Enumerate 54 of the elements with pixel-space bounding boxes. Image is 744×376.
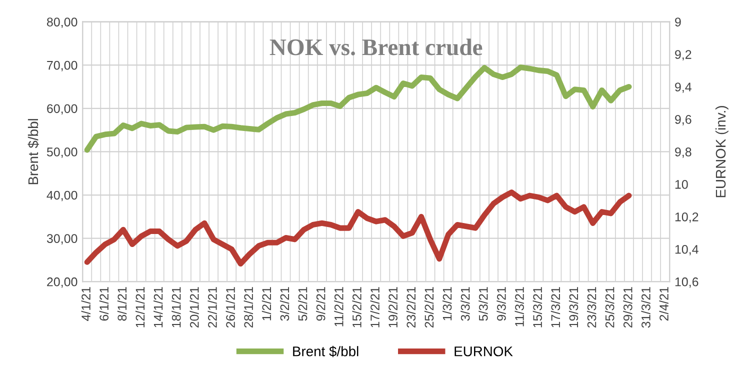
y2-tick-label: 9 (675, 18, 681, 26)
x-tick-label: 11/2/21 (334, 287, 344, 326)
y-tick-label: 80,00 (46, 18, 78, 28)
x-tick-label: 18/1/21 (172, 287, 181, 328)
x-tick-label: 9/3/21 (496, 287, 506, 321)
y-tick-label: 50,00 (46, 148, 78, 158)
x-tick-label: 5/2/21 (298, 287, 308, 321)
x-tick-label: 28/1/21 (244, 287, 254, 328)
x-tick-label: 17/3/21 (550, 287, 560, 328)
x-tick-label: 26/1/21 (226, 287, 235, 328)
x-tick-label: 6/1/21 (99, 287, 109, 321)
x-tick-label: 4/1/21 (81, 287, 90, 321)
y-axis-title: Brent $/bbl (28, 119, 39, 184)
x-tick-label: 9/2/21 (316, 287, 326, 321)
y-tick-label: 60,00 (47, 104, 78, 115)
y2-tick-label: 10,6 (675, 277, 698, 288)
y2-tick-label: 9,8 (675, 148, 692, 158)
x-tick-label: 1/2/21 (262, 287, 272, 320)
x-tick-label: 11/3/21 (514, 287, 524, 326)
y2-tick-label: 9,6 (675, 115, 692, 126)
x-tick-label: 25/2/21 (424, 287, 434, 328)
x-tick-label: 5/3/21 (478, 287, 488, 321)
x-tick-label: 23/3/21 (587, 287, 596, 328)
x-tick-label: 15/3/21 (532, 287, 542, 328)
x-tick-label: 19/2/21 (388, 287, 398, 328)
y2-tick-label: 10,2 (675, 212, 698, 223)
x-tick-label: 2/4/21 (659, 287, 668, 321)
legend-label: EURNOK (454, 346, 513, 356)
x-tick-label: 17/2/21 (370, 287, 380, 328)
x-tick-label: 14/1/21 (154, 287, 163, 328)
x-tick-label: 3/3/21 (460, 287, 470, 321)
y-tick-label: 40,00 (46, 190, 78, 202)
y2-tick-label: 9,2 (675, 50, 692, 60)
x-tick-label: 29/3/21 (623, 287, 632, 328)
y-tick-label: 20,00 (47, 277, 78, 288)
x-tick-label: 19/3/21 (568, 287, 578, 328)
x-tick-label: 31/3/21 (641, 287, 650, 328)
y-tick-label: 70,00 (47, 60, 78, 72)
text: NOK vs. Brent crude (270, 38, 482, 56)
legend-label: Brent $/bbl (293, 346, 358, 358)
x-tick-label: 3/2/21 (280, 287, 290, 321)
x-tick-label: 8/1/21 (117, 287, 127, 321)
x-tick-label: 12/1/21 (135, 287, 145, 328)
y-tick-label: 30,00 (46, 234, 78, 244)
x-tick-label: 23/2/21 (406, 287, 416, 328)
x-tick-label: 15/2/21 (352, 287, 362, 328)
x-tick-label: 1/3/21 (442, 287, 452, 320)
y2-tick-label: 10 (675, 180, 688, 189)
y2-axis-title: EURNOK (inv.) (715, 106, 728, 198)
y2-tick-label: 9,4 (675, 82, 692, 93)
x-tick-label: 20/1/21 (190, 287, 199, 328)
y2-tick-label: 10,4 (675, 244, 698, 256)
x-tick-label: 25/3/21 (605, 287, 614, 328)
x-tick-label: 22/1/21 (208, 287, 217, 328)
